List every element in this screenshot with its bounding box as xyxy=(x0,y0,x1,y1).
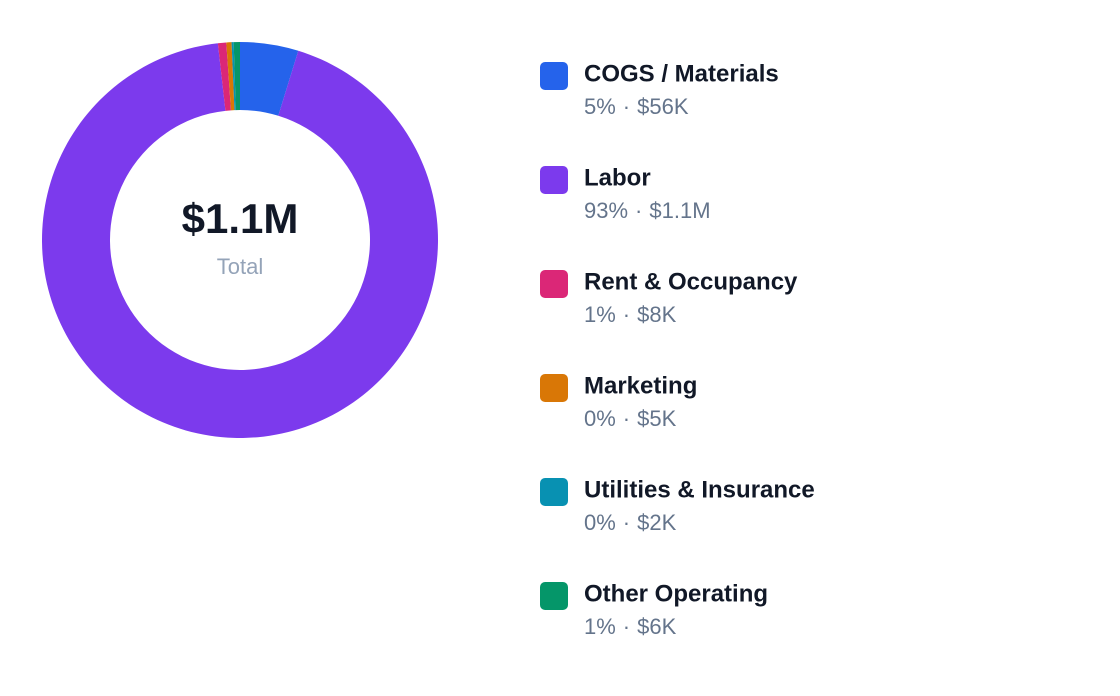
value-label: $2K xyxy=(637,510,676,535)
center-caption: Total xyxy=(217,254,263,279)
percent-label: 0% xyxy=(584,510,616,535)
separator: · xyxy=(623,406,630,431)
legend-label: Rent & Occupancy xyxy=(584,268,798,295)
percent-label: 1% xyxy=(584,614,616,639)
separator: · xyxy=(623,510,630,535)
legend-detail: 0% · $5K xyxy=(584,406,677,431)
percent-label: 1% xyxy=(584,302,616,327)
legend-swatch xyxy=(540,62,568,90)
percent-label: 0% xyxy=(584,406,616,431)
value-label: $56K xyxy=(637,94,689,119)
legend-label: Marketing xyxy=(584,372,697,399)
legend-swatch xyxy=(540,270,568,298)
donut-slice xyxy=(226,42,235,111)
legend-swatch xyxy=(540,374,568,402)
value-label: $8K xyxy=(637,302,676,327)
legend-swatch xyxy=(540,582,568,610)
donut-slice xyxy=(42,43,439,439)
value-label: $1.1M xyxy=(649,198,710,223)
legend-detail: 5% · $56K xyxy=(584,94,689,119)
donut-slice xyxy=(217,42,231,111)
value-label: $6K xyxy=(637,614,676,639)
legend-detail: 1% · $6K xyxy=(584,614,677,639)
separator: · xyxy=(623,614,630,639)
legend-swatch xyxy=(540,166,568,194)
legend-detail: 93% · $1.1M xyxy=(584,198,711,223)
separator: · xyxy=(623,94,630,119)
donut-slice xyxy=(240,42,299,116)
legend-label: Utilities & Insurance xyxy=(584,476,815,503)
legend-label: Labor xyxy=(584,164,651,191)
legend-detail: 0% · $2K xyxy=(584,510,677,535)
legend-detail: 1% · $8K xyxy=(584,302,677,327)
center-total: $1.1M xyxy=(182,195,299,242)
value-label: $5K xyxy=(637,406,676,431)
separator: · xyxy=(623,302,630,327)
donut-slice xyxy=(233,42,240,111)
legend-label: COGS / Materials xyxy=(584,60,779,87)
percent-label: 5% xyxy=(584,94,616,119)
separator: · xyxy=(635,198,642,223)
donut-slice xyxy=(231,42,236,111)
legend-swatch xyxy=(540,478,568,506)
percent-label: 93% xyxy=(584,198,628,223)
legend-label: Other Operating xyxy=(584,580,768,607)
